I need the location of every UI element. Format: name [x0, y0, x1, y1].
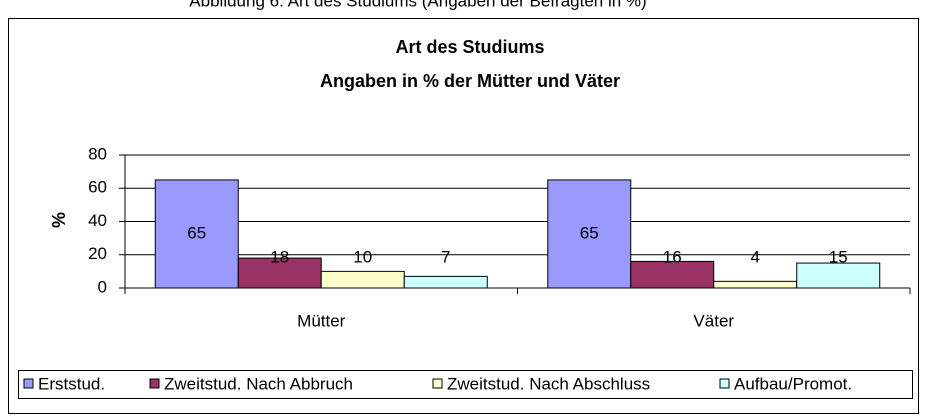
- bar: [237, 257, 322, 289]
- bar: [154, 179, 239, 289]
- chart-subtitle: Angaben in % der Mütter und Väter: [320, 71, 620, 91]
- data-label: 65: [580, 223, 599, 242]
- data-label: 10: [353, 247, 372, 266]
- data-label: 65: [187, 223, 206, 242]
- bar: [547, 179, 632, 289]
- data-label: 18: [270, 247, 289, 266]
- legend-swatch: [23, 378, 34, 389]
- x-tick-label: Mütter: [297, 311, 346, 330]
- legend-label: Aufbau/Promot.: [734, 374, 852, 393]
- y-axis-label: %: [49, 212, 69, 228]
- chart-title: Art des Studiums: [395, 37, 544, 57]
- legend-swatch: [432, 378, 443, 389]
- y-tick-label: 40: [88, 211, 107, 230]
- y-tick-label: 80: [88, 144, 107, 163]
- bar: [713, 280, 798, 289]
- bar: [796, 262, 881, 289]
- legend-swatch: [719, 378, 730, 389]
- legend-label: Zweitstud. Nach Abbruch: [164, 374, 353, 393]
- y-tick-label: 0: [98, 277, 107, 296]
- bar: [320, 270, 405, 289]
- data-label: 7: [441, 247, 450, 266]
- caption: Abbildung 6: Art des Studiums (Angaben d…: [189, 0, 646, 10]
- legend-frame: [18, 370, 913, 399]
- data-label: 4: [751, 247, 760, 266]
- y-tick-label: 20: [88, 244, 107, 263]
- x-tick-label: Väter: [693, 311, 734, 330]
- legend-label: Zweitstud. Nach Abschluss: [447, 374, 650, 393]
- data-label: 15: [829, 247, 848, 266]
- y-tick-label: 60: [88, 178, 107, 197]
- legend-swatch: [149, 378, 160, 389]
- bar: [403, 275, 488, 289]
- data-label: 16: [663, 247, 682, 266]
- legend-label: Erststud.: [38, 374, 105, 393]
